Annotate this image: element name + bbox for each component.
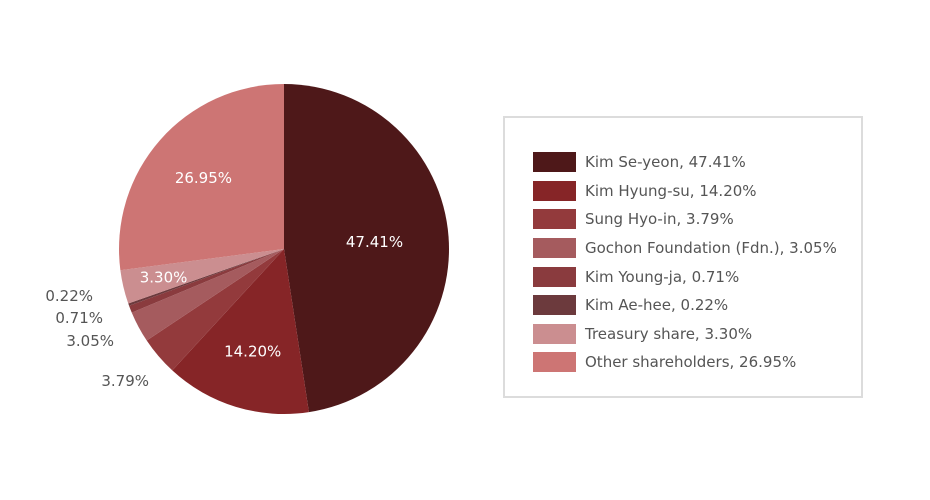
legend-label-4: Kim Young-ja, 0.71% xyxy=(585,267,740,286)
pie-slice-label-1: 14.20% xyxy=(224,343,281,361)
legend-item: Kim Hyung-su, 14.20% xyxy=(533,177,837,206)
pie-slice-1 xyxy=(172,249,309,414)
legend-item: Sung Hyo-in, 3.79% xyxy=(533,205,837,234)
legend-swatch-3 xyxy=(533,238,576,259)
legend-swatch-7 xyxy=(533,352,576,373)
legend-swatch-1 xyxy=(533,180,576,201)
legend-item: Kim Se-yeon, 47.41% xyxy=(533,148,837,177)
legend-list: Kim Se-yeon, 47.41% Kim Hyung-su, 14.20% S… xyxy=(533,148,837,377)
pie-slice-label-6: 3.30% xyxy=(140,269,188,287)
legend-swatch-5 xyxy=(533,295,576,316)
pie-slice-6 xyxy=(120,249,284,304)
legend-item: Treasury share, 3.30% xyxy=(533,320,837,349)
pie-slice-7 xyxy=(119,84,284,271)
pie-slice-0 xyxy=(284,84,449,413)
pie-slice-label-4: 0.71% xyxy=(55,309,103,327)
legend: Kim Se-yeon, 47.41% Kim Hyung-su, 14.20% S… xyxy=(503,116,863,398)
legend-swatch-0 xyxy=(533,152,576,173)
legend-swatch-6 xyxy=(533,323,576,344)
pie-chart: 47.41% 14.20% 3.79% 3.05% 0.71% 0.22% 3.30% 26.… xyxy=(45,84,449,414)
pie-slice-label-7: 26.95% xyxy=(175,169,232,187)
pie-slice-5 xyxy=(128,249,284,306)
legend-label-6: Treasury share, 3.30% xyxy=(585,324,753,343)
legend-label-1: Kim Hyung-su, 14.20% xyxy=(585,181,757,200)
legend-swatch-4 xyxy=(533,266,576,287)
legend-item: Other shareholders, 26.95% xyxy=(533,348,837,377)
legend-swatch-2 xyxy=(533,209,576,230)
legend-label-3: Gochon Foundation (Fdn.), 3.05% xyxy=(585,239,837,258)
pie-slice-label-0: 47.41% xyxy=(346,233,403,251)
legend-item: Kim Young-ja, 0.71% xyxy=(533,262,837,291)
pie-slice-label-2: 3.79% xyxy=(101,372,149,390)
legend-label-5: Kim Ae-hee, 0.22% xyxy=(585,296,729,315)
pie-slice-4 xyxy=(129,249,284,313)
legend-label-7: Other shareholders, 26.95% xyxy=(585,353,797,372)
legend-label-2: Sung Hyo-in, 3.79% xyxy=(585,210,734,229)
pie-slice-labels: 47.41% 14.20% 3.79% 3.05% 0.71% 0.22% 3.30% 26.… xyxy=(45,169,403,390)
pie-slice-3 xyxy=(131,249,284,341)
pie-slices xyxy=(119,84,449,414)
legend-item: Kim Ae-hee, 0.22% xyxy=(533,291,837,320)
pie-slice-label-5: 0.22% xyxy=(45,287,93,305)
legend-label-0: Kim Se-yeon, 47.41% xyxy=(585,153,746,172)
pie-slice-2 xyxy=(146,249,284,371)
legend-item: Gochon Foundation (Fdn.), 3.05% xyxy=(533,234,837,263)
pie-slice-label-3: 3.05% xyxy=(66,332,114,350)
